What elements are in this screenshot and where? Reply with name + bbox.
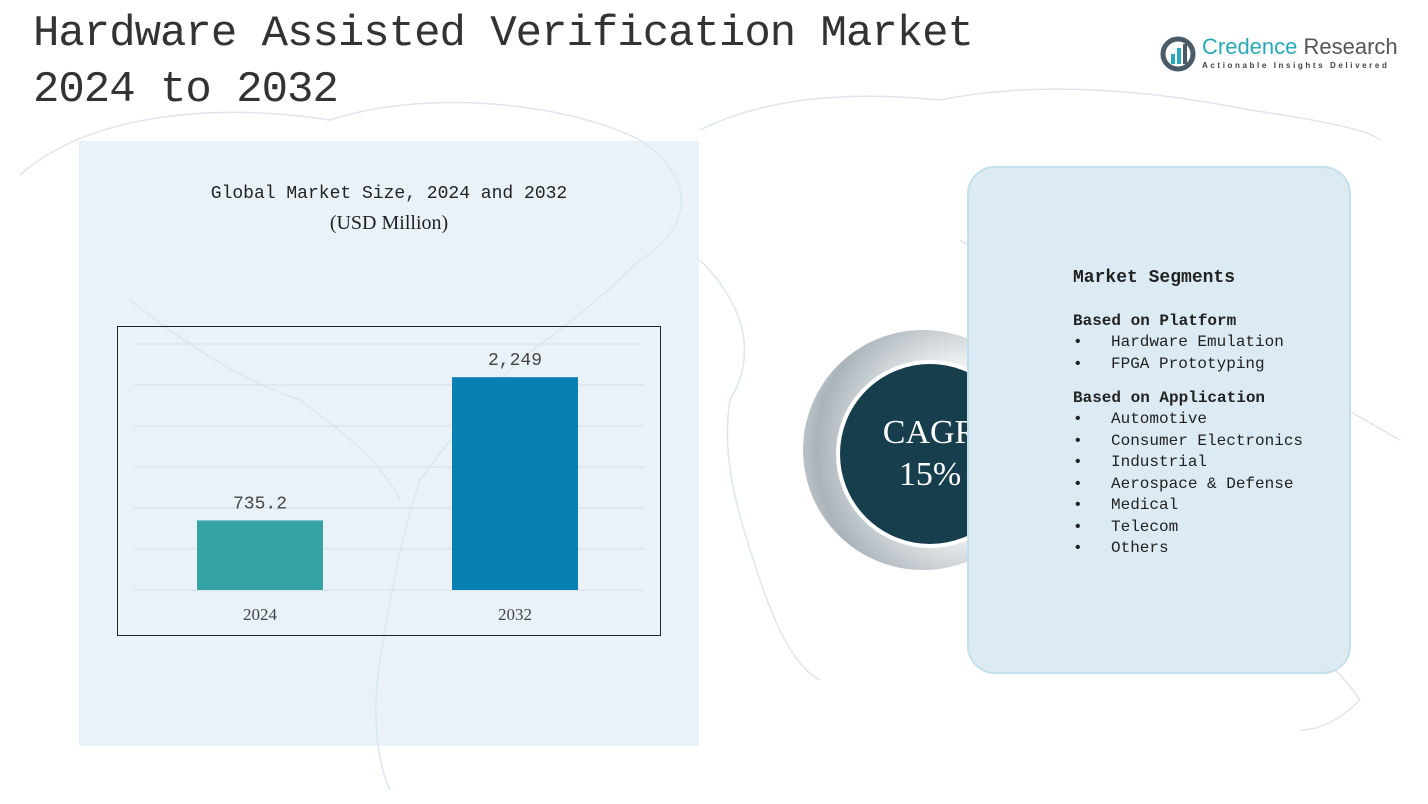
x-tick-label: 2024 (243, 605, 278, 624)
segment-list: • Automotive • Consumer Electronics • Industr… (1073, 409, 1303, 560)
bullet-icon: • (1073, 496, 1083, 514)
segment-item: • Others (1073, 538, 1303, 560)
segment-item-label: Automotive (1111, 410, 1208, 428)
segment-item-label: Medical (1111, 496, 1179, 514)
bullet-icon: • (1073, 354, 1083, 373)
chart-subtitle: (USD Million) (329, 212, 449, 234)
segments-panel (967, 166, 1351, 674)
bar-chart: 735.2 2024 2,249 2032 (117, 326, 661, 636)
logo-name-1: Credence (1202, 34, 1298, 59)
segment-item-label: Consumer Electronics (1111, 431, 1304, 450)
chart-title: Global Market Size, 2024 and 2032 (210, 184, 568, 204)
cagr-value: 15% (898, 456, 962, 493)
segments-heading: Market Segments (1073, 268, 1236, 288)
data-label: 735.2 (233, 494, 287, 514)
credence-research-logo: Credence Research Actionable Insights De… (1160, 34, 1400, 78)
logo-tagline: Actionable Insights Delivered (1202, 61, 1390, 70)
segment-item: • Automotive (1073, 409, 1303, 431)
bar-chart-svg: 735.2 2024 2,249 2032 (134, 343, 644, 624)
page-title: Hardware Assisted Verification Market 20… (33, 6, 974, 118)
bullet-icon: • (1073, 539, 1083, 557)
bar-2024 (197, 520, 323, 590)
segment-item-label: Industrial (1111, 453, 1208, 471)
bullet-icon: • (1073, 410, 1083, 428)
segment-item: • FPGA Prototyping (1073, 354, 1303, 376)
segment-item: • Medical (1073, 495, 1303, 517)
cagr-label: CAGR (882, 414, 978, 451)
segment-item-label: Aerospace & Defense (1111, 474, 1294, 493)
segment-item: • Hardware Emulation (1073, 332, 1303, 354)
x-tick-label: 2032 (498, 605, 532, 624)
bullet-icon: • (1073, 453, 1083, 471)
title-line-1: Hardware Assisted Verification Market (33, 9, 974, 59)
segment-item-label: FPGA Prototyping (1111, 354, 1265, 373)
segment-item: • Aerospace & Defense (1073, 474, 1303, 496)
segment-group-title: Based on Platform (1073, 312, 1237, 330)
segment-list: • Hardware Emulation • FPGA Prototyping (1073, 332, 1303, 375)
logo-chart-icon (1160, 36, 1196, 72)
segment-item-label: Hardware Emulation (1111, 333, 1284, 351)
bullet-icon: • (1073, 431, 1083, 450)
logo-name-2: Research (1303, 34, 1398, 59)
bullet-icon: • (1073, 333, 1083, 351)
segment-item: • Industrial (1073, 452, 1303, 474)
bullet-icon: • (1073, 517, 1083, 536)
segment-item-label: Telecom (1111, 517, 1179, 536)
bar-2032 (452, 377, 578, 590)
title-line-2: 2024 to 2032 (33, 65, 339, 115)
segment-item-label: Others (1111, 539, 1169, 557)
segment-item: • Telecom (1073, 517, 1303, 539)
bullet-icon: • (1073, 474, 1083, 493)
market-segments: Market Segments Based on Platform • Hardwa… (1073, 268, 1303, 572)
segment-group-title: Based on Application (1073, 389, 1266, 407)
segment-item: • Consumer Electronics (1073, 431, 1303, 453)
chart-panel (79, 141, 699, 746)
data-label: 2,249 (488, 351, 542, 371)
segment-groups: Based on Platform • Hardware Emulation • FPG… (1073, 310, 1303, 560)
